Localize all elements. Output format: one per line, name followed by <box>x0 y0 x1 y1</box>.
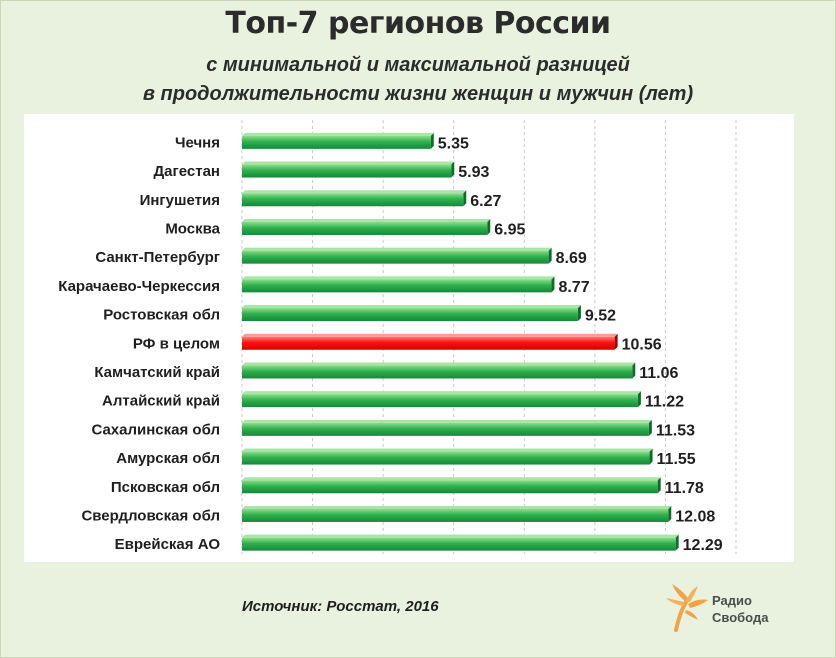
category-label: Карачаево-Черкессия <box>58 278 220 295</box>
bar-top-face <box>242 132 434 136</box>
radio-svoboda-logo: Радио Свобода <box>664 582 794 642</box>
category-label: Алтайский край <box>102 393 220 410</box>
bar <box>242 221 488 235</box>
value-label: 11.78 <box>665 480 704 497</box>
value-label: 12.08 <box>675 508 715 525</box>
bar <box>242 193 464 207</box>
bars: Чечня 5.35 Дагестан 5.93 Ингушетия 6.27 Москва… <box>58 132 723 554</box>
bar-end-cap <box>548 247 552 264</box>
bar-end-cap <box>463 190 467 207</box>
value-label: 8.77 <box>558 279 589 296</box>
category-label: РФ в целом <box>133 335 220 352</box>
radio-svoboda-logo-icon <box>666 584 708 632</box>
category-label: Санкт-Петербург <box>95 249 220 266</box>
bar-top-face <box>242 505 672 509</box>
bar-end-cap <box>430 132 434 149</box>
chart-title: Топ-7 регионов России <box>225 6 611 41</box>
bar-top-face <box>242 477 661 481</box>
bar-highlight <box>242 336 615 350</box>
value-label: 5.93 <box>458 164 489 181</box>
plot-area: Чечня 5.35 Дагестан 5.93 Ингушетия 6.27 Москва… <box>24 114 794 562</box>
chart-subtitle-line2: в продолжительности жизни женщин и мужчи… <box>142 83 694 105</box>
bar-end-cap <box>675 534 679 551</box>
value-label: 9.52 <box>585 308 616 325</box>
bar-chart: Чечня 5.35 Дагестан 5.93 Ингушетия 6.27 Москва… <box>58 120 737 554</box>
category-label: Чечня <box>175 134 220 151</box>
bar <box>242 308 578 322</box>
bar-top-face <box>242 419 652 423</box>
category-label: Еврейская АО <box>115 536 221 553</box>
bar <box>242 451 650 465</box>
bar-top-face <box>242 391 641 395</box>
bar-end-cap <box>668 505 672 522</box>
bar <box>242 508 669 522</box>
category-label: Сахалинская обл <box>91 421 220 438</box>
category-label: Псковская обл <box>111 479 220 496</box>
value-label: 10.56 <box>622 336 662 353</box>
bar-end-cap <box>657 477 661 494</box>
value-label: 11.53 <box>656 422 695 439</box>
bar-top-face <box>242 534 679 538</box>
bar-end-cap <box>648 419 652 436</box>
bar-top-face <box>242 276 555 280</box>
bar-top-face <box>242 190 467 194</box>
bar-end-cap <box>649 448 653 465</box>
bar-end-cap <box>577 305 581 322</box>
category-label: Камчатский край <box>94 364 220 381</box>
logo-text: Радио Свобода <box>712 592 768 626</box>
bar <box>242 164 452 178</box>
bar <box>242 394 638 408</box>
bar <box>242 279 552 293</box>
value-label: 5.35 <box>438 135 469 152</box>
bar-top-face <box>242 247 552 251</box>
bar-top-face <box>242 448 653 452</box>
category-label: Москва <box>165 220 220 237</box>
value-label: 11.22 <box>645 394 684 411</box>
bar <box>242 250 549 264</box>
category-label: Свердловская обл <box>81 507 220 524</box>
bar <box>242 422 649 436</box>
bar-top-face <box>242 218 491 222</box>
logo-line2: Свобода <box>712 610 769 625</box>
bar-top-face <box>242 161 455 165</box>
category-label: Ростовская обл <box>103 307 220 324</box>
bar <box>242 365 633 379</box>
value-label: 12.29 <box>683 537 723 554</box>
value-label: 6.95 <box>494 221 525 238</box>
source-note: Источник: Росстат, 2016 <box>242 598 439 615</box>
bar-top-face <box>242 362 636 366</box>
bar-end-cap <box>637 391 641 408</box>
category-label: Ингушетия <box>140 192 220 209</box>
category-label: Амурская обл <box>116 450 220 467</box>
value-label: 11.55 <box>657 451 696 468</box>
bar <box>242 537 676 551</box>
logo-line1: Радио <box>712 593 752 608</box>
bar-end-cap <box>551 276 555 293</box>
bar-end-cap <box>632 362 636 379</box>
bar-end-cap <box>487 218 491 235</box>
bar-top-face <box>242 333 618 337</box>
value-label: 6.27 <box>470 193 501 210</box>
bar-top-face <box>242 305 581 309</box>
category-label: Дагестан <box>153 163 220 180</box>
chart-subtitle-line1: с минимальной и максимальной разницей <box>206 54 630 76</box>
bar <box>242 480 658 494</box>
bar-end-cap <box>451 161 455 178</box>
value-label: 11.06 <box>639 365 678 382</box>
bar-end-cap <box>614 333 618 350</box>
value-label: 8.69 <box>556 250 587 267</box>
bar <box>242 135 431 149</box>
